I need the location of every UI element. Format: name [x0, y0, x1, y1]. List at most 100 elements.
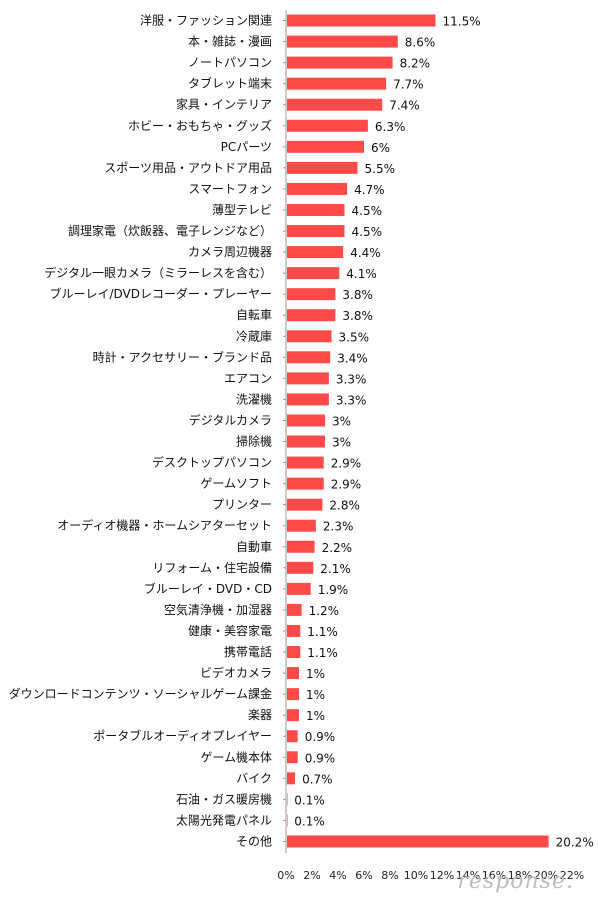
bar — [287, 603, 302, 616]
bar — [287, 119, 368, 132]
x-tick-label: 2% — [303, 869, 320, 882]
value-label: 8.6% — [405, 36, 436, 50]
bar — [287, 351, 331, 364]
bar — [287, 561, 314, 574]
category-label: エアコン — [224, 371, 272, 385]
category-label: ダウンロードコンテンツ・ソーシャルゲーム課金 — [9, 686, 272, 701]
value-label: 3.3% — [336, 393, 367, 407]
x-tick-label: 0% — [277, 869, 294, 882]
bar — [287, 688, 299, 701]
category-label: バイク — [236, 771, 272, 785]
value-label: 2.3% — [323, 520, 354, 534]
value-label: 7.7% — [393, 78, 424, 92]
value-label: 7.4% — [389, 99, 420, 113]
x-tick-label: 18% — [508, 869, 532, 882]
category-label: 健康・美容家電 — [188, 623, 272, 638]
bar — [287, 225, 345, 238]
category-label: 調理家電（炊飯器、電子レンジなど） — [68, 223, 272, 238]
category-label: デスクトップパソコン — [152, 455, 272, 470]
category-label: 家具・インテリア — [176, 97, 272, 112]
bar — [287, 309, 336, 322]
bar — [287, 624, 301, 637]
value-label: 20.2% — [556, 835, 594, 849]
bar — [287, 835, 549, 848]
value-label: 4.1% — [346, 267, 377, 281]
value-label: 3.4% — [337, 351, 368, 365]
value-label: 2.9% — [331, 478, 362, 492]
watermark-logo: response. — [457, 869, 574, 894]
bar — [287, 646, 301, 659]
bar — [287, 793, 288, 806]
category-label: スマートフォン — [188, 182, 272, 196]
x-tick-label: 14% — [456, 869, 480, 882]
category-label: プリンター — [212, 498, 272, 512]
value-label: 3.3% — [336, 372, 367, 386]
value-label: 4.4% — [350, 246, 381, 260]
bar — [287, 35, 398, 48]
bar — [287, 814, 288, 827]
value-label: 6.3% — [375, 120, 406, 134]
x-tick-label: 6% — [355, 869, 372, 882]
category-label: 太陽光発電パネル — [176, 812, 272, 827]
bar — [287, 56, 393, 69]
value-label: 1.9% — [318, 583, 349, 597]
value-label: 0.1% — [294, 793, 325, 807]
bar — [287, 751, 298, 764]
bar — [287, 709, 299, 722]
category-label: 楽器 — [248, 708, 272, 722]
bar — [287, 498, 323, 511]
x-tick-label: 12% — [430, 869, 454, 882]
category-label: 自転車 — [236, 308, 272, 322]
bar — [287, 14, 436, 27]
category-label: 自動車 — [236, 540, 272, 554]
value-label: 1% — [306, 667, 325, 681]
value-label: 3% — [332, 436, 351, 450]
category-label: リフォーム・住宅設備 — [152, 560, 272, 575]
x-tick-label: 22% — [560, 869, 584, 882]
category-label: ポータブルオーディオプレイヤー — [93, 728, 272, 743]
bar — [287, 456, 324, 469]
category-label: 空気清浄機・加湿器 — [164, 602, 272, 617]
category-label: PCパーツ — [221, 140, 272, 154]
bar — [287, 477, 324, 490]
value-label: 0.7% — [302, 772, 333, 786]
category-label: 薄型テレビ — [212, 202, 272, 217]
value-label: 0.9% — [305, 751, 336, 765]
x-tick-label: 4% — [329, 869, 346, 882]
category-label: 本・雑誌・漫画 — [188, 34, 272, 49]
bar — [287, 77, 387, 90]
value-label: 0.1% — [294, 814, 325, 828]
category-label: デジタル一眼カメラ（ミラーレスを含む） — [44, 265, 272, 280]
value-label: 3.8% — [342, 309, 373, 323]
x-tick-label: 10% — [404, 869, 428, 882]
bar — [287, 730, 298, 743]
value-label: 11.5% — [443, 15, 481, 29]
value-label: 6% — [371, 141, 390, 155]
category-label: ホビー・おもちゃ・グッズ — [128, 118, 272, 133]
value-label: 1% — [306, 709, 325, 723]
bar — [287, 540, 315, 553]
value-label: 1.1% — [307, 625, 338, 639]
bar — [287, 288, 336, 301]
bar — [287, 582, 311, 595]
value-label: 1% — [306, 688, 325, 702]
x-tick-label: 16% — [482, 869, 506, 882]
category-label: 掃除機 — [236, 434, 272, 449]
x-tick-label: 20% — [534, 869, 558, 882]
bar — [287, 372, 329, 385]
value-label: 2.9% — [331, 457, 362, 471]
category-label: 洗濯機 — [236, 391, 272, 406]
category-label: スポーツ用品・アウトドア用品 — [104, 161, 272, 175]
value-label: 0.9% — [305, 730, 336, 744]
bar — [287, 161, 358, 174]
category-label: 冷蔵庫 — [236, 329, 272, 343]
category-label: タブレット端末 — [188, 76, 272, 91]
bar — [287, 435, 325, 448]
category-label: 洋服・ファッション関連 — [140, 13, 272, 28]
bar — [287, 246, 344, 259]
bar — [287, 330, 332, 343]
category-label: ゲームソフト — [200, 477, 272, 491]
bar — [287, 519, 316, 532]
bar — [287, 203, 345, 216]
